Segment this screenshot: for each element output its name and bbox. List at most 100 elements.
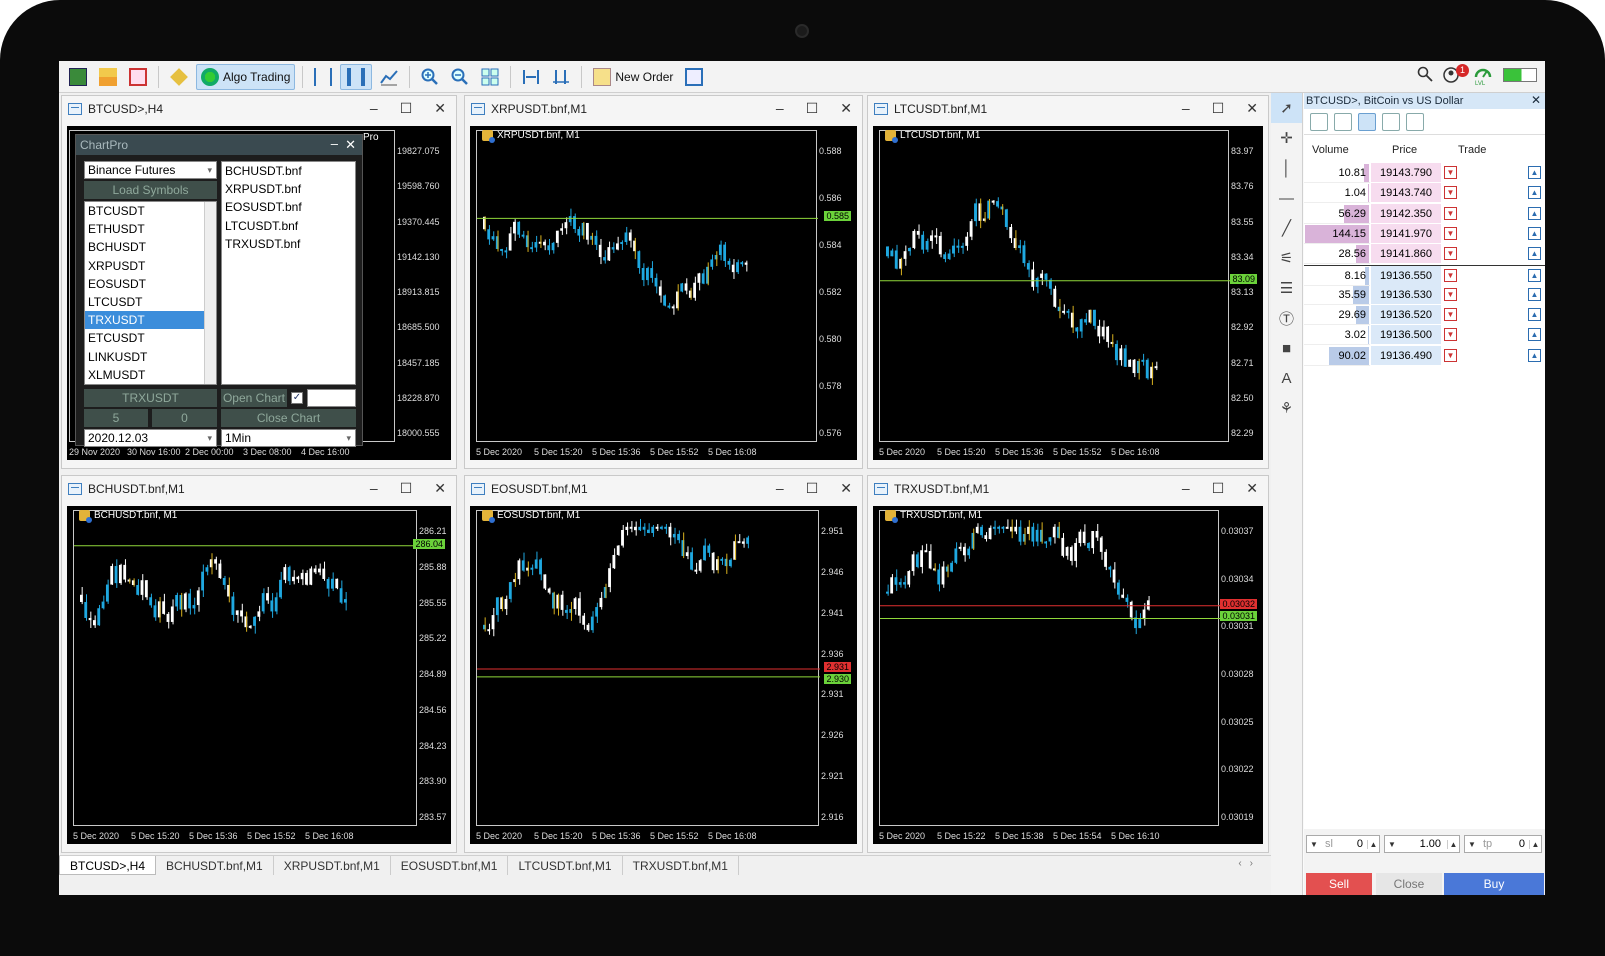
- line-chart-icon[interactable]: [376, 64, 402, 90]
- profiles-icon[interactable]: [95, 64, 121, 90]
- close-icon[interactable]: ✕: [1246, 480, 1258, 496]
- symbol-list-item[interactable]: BTCUSDT: [88, 204, 145, 219]
- minimize-icon[interactable]: –: [369, 480, 378, 496]
- navigator-icon[interactable]: [166, 64, 192, 90]
- chartpro-minimize-icon[interactable]: –: [330, 136, 338, 151]
- dom-price-cell[interactable]: 19136.520: [1371, 305, 1441, 326]
- tab-nav-arrows-icon[interactable]: ‹›: [1238, 858, 1261, 869]
- dom-price-cell[interactable]: 19136.550: [1371, 265, 1441, 286]
- arrows-tool-icon[interactable]: ⚘: [1279, 400, 1294, 417]
- close-icon[interactable]: ✕: [434, 480, 446, 496]
- maximize-icon[interactable]: ☐: [805, 100, 819, 116]
- sell-limit-icon[interactable]: ▼: [1444, 308, 1457, 322]
- buy-limit-icon[interactable]: ▲: [1528, 226, 1541, 240]
- new-chart-icon[interactable]: [65, 64, 91, 90]
- buy-limit-icon[interactable]: ▲: [1528, 328, 1541, 342]
- symbol-list-item[interactable]: EOSUSDT: [88, 276, 147, 291]
- chart-list-item[interactable]: LTCUSDT.bnf: [225, 218, 299, 233]
- lot-stepper[interactable]: ▼ 1.00 ▲: [1384, 835, 1460, 853]
- dom-price-cell[interactable]: 19136.500: [1371, 325, 1441, 346]
- symbol-list-item[interactable]: BCHUSDT: [88, 240, 147, 255]
- sl-stepper[interactable]: ▼ sl 0 ▲: [1306, 835, 1380, 853]
- tp-down-icon[interactable]: ▼: [1468, 839, 1476, 849]
- dom-chart-icon[interactable]: [1310, 112, 1328, 131]
- new-order-button[interactable]: New Order: [589, 64, 677, 90]
- dom-table-icon[interactable]: [1334, 112, 1352, 131]
- chart-tab[interactable]: BTCUSD>,H4: [59, 856, 157, 875]
- candlestick-icon[interactable]: [340, 63, 373, 90]
- crosshair-tool-icon[interactable]: ✛: [1280, 130, 1293, 147]
- sell-limit-icon[interactable]: ▼: [1444, 287, 1457, 301]
- open-chart-button[interactable]: Open Chart: [221, 389, 287, 407]
- buy-limit-icon[interactable]: ▲: [1528, 247, 1541, 261]
- maximize-icon[interactable]: ☐: [399, 480, 413, 496]
- dom-price-cell[interactable]: 19143.740: [1371, 183, 1441, 204]
- lot-value[interactable]: 1.00: [1419, 838, 1441, 850]
- buy-limit-icon[interactable]: ▲: [1528, 268, 1541, 282]
- chart-list-item[interactable]: TRXUSDT.bnf: [225, 236, 301, 251]
- bar-chart-icon[interactable]: [310, 64, 336, 90]
- maximize-icon[interactable]: ☐: [399, 100, 413, 116]
- chart-tab[interactable]: LTCUSDT.bnf,M1: [508, 856, 623, 875]
- dom-price-cell[interactable]: 19141.970: [1371, 223, 1441, 244]
- symbol-list-item[interactable]: LINKUSDT: [88, 349, 148, 364]
- fibo-levels-tool-icon[interactable]: ☰: [1279, 280, 1294, 297]
- buy-button[interactable]: Buy: [1444, 873, 1544, 895]
- close-icon[interactable]: ✕: [840, 100, 852, 116]
- sell-button[interactable]: Sell: [1306, 873, 1372, 895]
- date-picker[interactable]: 2020.12.03: [84, 429, 217, 447]
- symbol-list-item[interactable]: XRPUSDT: [88, 258, 146, 273]
- close-icon[interactable]: ✕: [840, 480, 852, 496]
- rectangle-tool-icon[interactable]: ■: [1281, 339, 1292, 357]
- sell-limit-icon[interactable]: ▼: [1444, 186, 1457, 200]
- symbol-list-item[interactable]: ETHUSDT: [88, 222, 145, 237]
- lot-down-icon[interactable]: ▼: [1388, 839, 1396, 849]
- minimize-icon[interactable]: –: [775, 100, 784, 116]
- tp-up-icon[interactable]: ▲: [1529, 839, 1541, 849]
- buy-limit-icon[interactable]: ▲: [1528, 287, 1541, 301]
- close-icon[interactable]: ✕: [1246, 100, 1258, 116]
- chart-shift-icon[interactable]: [548, 64, 574, 90]
- maximize-icon[interactable]: ☐: [1211, 480, 1225, 496]
- dom-depth-icon[interactable]: [1358, 112, 1376, 131]
- chart-tab[interactable]: TRXUSDT.bnf,M1: [623, 856, 739, 875]
- search-icon[interactable]: [1417, 66, 1433, 85]
- algo-trading-button[interactable]: Algo Trading: [196, 63, 296, 90]
- count-field[interactable]: 5: [84, 409, 148, 427]
- dom-price-cell[interactable]: 19142.350: [1371, 203, 1441, 224]
- dom-price-cell[interactable]: 19136.530: [1371, 284, 1441, 305]
- sell-limit-icon[interactable]: ▼: [1444, 226, 1457, 240]
- chart-canvas[interactable]: TRXUSDT.bnf, M1 0.03037 0.03034 0.03031 0.03…: [873, 506, 1263, 844]
- offset-field[interactable]: 0: [152, 409, 217, 427]
- symbol-list-item[interactable]: TRXUSDT: [85, 311, 216, 330]
- chart-name-input[interactable]: [307, 389, 356, 407]
- minimize-icon[interactable]: –: [1181, 100, 1190, 116]
- fibonacci-tool-icon[interactable]: ⚟: [1279, 250, 1294, 267]
- text-label-tool-icon[interactable]: Ⓣ: [1278, 310, 1294, 328]
- sl-up-icon[interactable]: ▲: [1367, 839, 1379, 849]
- load-symbols-button[interactable]: Load Symbols: [84, 181, 217, 199]
- minimize-icon[interactable]: –: [369, 100, 378, 116]
- dom-price-cell[interactable]: 19136.490: [1371, 345, 1441, 366]
- close-chart-button[interactable]: Close Chart: [221, 409, 356, 427]
- buy-limit-icon[interactable]: ▲: [1528, 348, 1541, 362]
- dom-price-cell[interactable]: 19141.860: [1371, 244, 1441, 265]
- sell-limit-icon[interactable]: ▼: [1444, 166, 1457, 179]
- chart-canvas[interactable]: 19827.075 19598.760 19370.445 19142.130 1891…: [67, 126, 451, 460]
- autoscroll-icon[interactable]: [518, 64, 544, 90]
- minimize-icon[interactable]: –: [775, 480, 784, 496]
- cursor-tool-icon[interactable]: ➚: [1271, 93, 1302, 123]
- zoom-out-icon[interactable]: [447, 64, 473, 90]
- vertical-line-tool-icon[interactable]: │: [1281, 159, 1292, 177]
- trendline-tool-icon[interactable]: ╱: [1281, 220, 1292, 237]
- buy-limit-icon[interactable]: ▲: [1528, 166, 1541, 179]
- maximize-icon[interactable]: ☐: [1211, 100, 1225, 116]
- sell-limit-icon[interactable]: ▼: [1444, 206, 1457, 220]
- buy-limit-icon[interactable]: ▲: [1528, 308, 1541, 322]
- sell-limit-icon[interactable]: ▼: [1444, 328, 1457, 342]
- sell-limit-icon[interactable]: ▼: [1444, 348, 1457, 362]
- timeframe-select[interactable]: 1Min: [221, 429, 356, 447]
- chartpro-close-icon[interactable]: ✕: [345, 137, 356, 152]
- chart-tab[interactable]: XRPUSDT.bnf,M1: [274, 856, 391, 875]
- maximize-icon[interactable]: ☐: [805, 480, 819, 496]
